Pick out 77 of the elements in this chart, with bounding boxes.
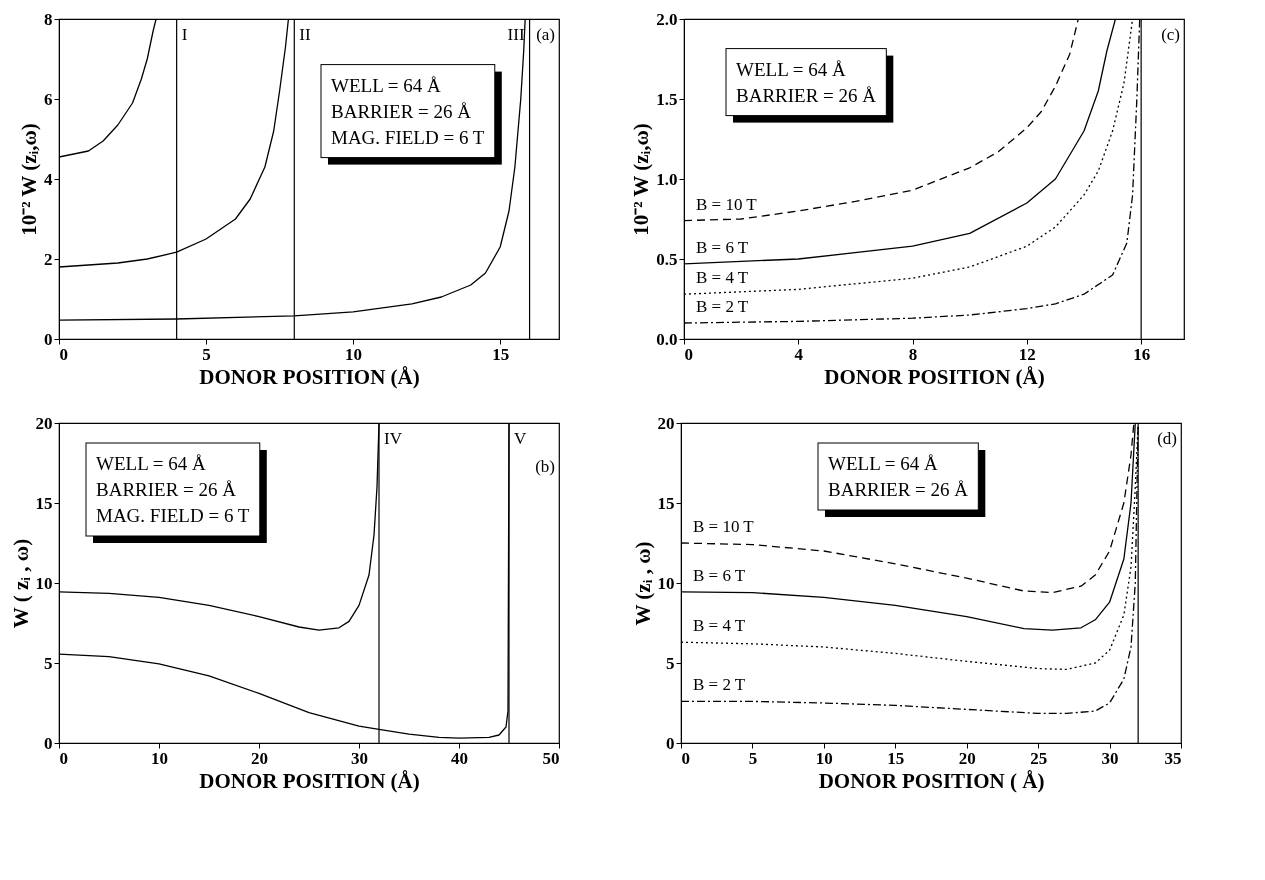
x-axis-title: DONOR POSITION (Å) (199, 364, 420, 389)
y-axis-title: 10⁻² W (zᵢ,ω) (629, 123, 654, 236)
x-tick-label: 15 (887, 748, 905, 768)
y-tick-label: 15 (35, 493, 53, 513)
x-tick-label: 16 (1133, 344, 1151, 364)
y-tick-label: 5 (666, 653, 675, 673)
annotation: (d) (1157, 429, 1177, 448)
annotation: (c) (1161, 25, 1180, 44)
series-label: B = 2 T (693, 675, 746, 695)
ref-line-label: II (299, 25, 311, 44)
annotation: WELL = 64 Å (331, 74, 442, 96)
ref-line-label: V (514, 429, 527, 448)
y-tick-label: 20 (657, 413, 675, 433)
series-label: B = 4 T (693, 616, 746, 636)
annotation: WELL = 64 Å (96, 453, 207, 474)
series-label: B = 6 T (696, 237, 749, 257)
x-tick-label: 25 (1030, 748, 1048, 768)
annotation: BARRIER = 26 Å (828, 479, 969, 500)
x-tick-label: 35 (1164, 748, 1182, 768)
series-label: B = 10 T (693, 517, 755, 536)
annotation: BARRIER = 26 Å (736, 84, 877, 106)
y-tick-label: 15 (657, 493, 675, 513)
y-tick-label: 1.0 (656, 169, 678, 189)
ref-line-label: III (507, 25, 525, 44)
x-tick-label: 10 (815, 748, 833, 768)
y-axis-title: W (zᵢ , ω) (630, 541, 655, 626)
x-tick-label: 10 (345, 344, 363, 364)
annotation: WELL = 64 Å (736, 58, 847, 80)
ref-line-label: I (181, 25, 188, 44)
x-tick-label: 0 (684, 344, 693, 364)
x-tick-label: 0 (59, 748, 68, 768)
y-tick-label: 2 (44, 249, 53, 269)
x-axis-title: DONOR POSITION (Å) (824, 364, 1045, 389)
x-tick-label: 5 (748, 748, 758, 768)
x-tick-label: 5 (202, 344, 211, 364)
series-label: B = 2 T (696, 297, 749, 316)
annotation: (a) (536, 25, 555, 44)
y-tick-label: 6 (44, 89, 53, 109)
x-tick-label: 40 (451, 748, 468, 768)
y-tick-label: 0.5 (656, 249, 678, 269)
x-tick-label: 50 (542, 748, 560, 768)
y-tick-label: 8 (44, 9, 53, 29)
y-tick-label: 0.0 (656, 329, 678, 349)
x-tick-label: 4 (794, 344, 804, 364)
x-tick-label: 15 (492, 344, 510, 364)
x-axis-title: DONOR POSITION ( Å) (818, 768, 1045, 793)
series-label: B = 10 T (696, 194, 758, 214)
y-tick-label: 0 (44, 329, 53, 349)
y-tick-label: 2.0 (656, 9, 678, 29)
y-tick-label: 20 (35, 413, 53, 433)
y-tick-label: 4 (44, 169, 53, 189)
y-tick-label: 1.5 (656, 89, 678, 109)
x-axis-title: DONOR POSITION (Å) (199, 768, 420, 793)
x-tick-label: 10 (151, 748, 168, 768)
series-label: B = 4 T (696, 268, 749, 288)
x-tick-label: 20 (251, 748, 268, 768)
annotation: WELL = 64 Å (828, 453, 939, 474)
y-tick-label: 5 (44, 653, 53, 673)
series-label: B = 6 T (693, 565, 746, 585)
x-tick-label: 20 (958, 748, 976, 768)
y-tick-label: 10 (35, 573, 53, 593)
y-tick-label: 10 (657, 573, 675, 593)
x-tick-label: 0 (59, 344, 68, 364)
y-tick-label: 0 (44, 733, 53, 753)
x-tick-label: 8 (908, 344, 918, 364)
ref-line-label: IV (384, 429, 403, 448)
annotation: (b) (535, 457, 555, 476)
annotation: MAG. FIELD = 6 T (331, 126, 485, 148)
x-tick-label: 30 (351, 748, 368, 768)
y-axis-title: 10⁻² W (zᵢ,ω) (17, 123, 41, 236)
x-tick-label: 30 (1101, 748, 1119, 768)
annotation: MAG. FIELD = 6 T (96, 505, 250, 526)
annotation: BARRIER = 26 Å (331, 100, 472, 122)
annotation: BARRIER = 26 Å (96, 479, 237, 500)
y-tick-label: 0 (666, 733, 675, 753)
y-axis-title: W ( zᵢ , ω) (8, 538, 33, 629)
x-tick-label: 12 (1018, 344, 1036, 364)
